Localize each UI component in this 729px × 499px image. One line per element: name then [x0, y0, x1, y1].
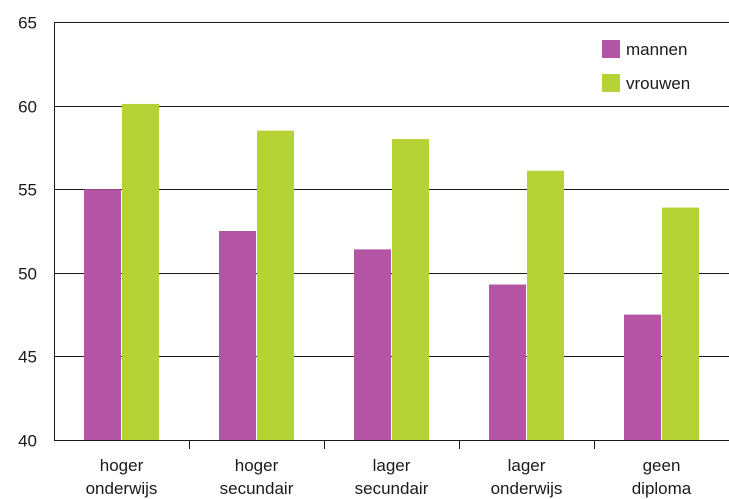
x-category-labels: hoger onderwijs hoger secundair lager secunda…: [86, 456, 692, 498]
bar-vrouwen-2: [392, 139, 429, 441]
bar-vrouwen-4: [662, 207, 699, 440]
y-tick-label: 65: [18, 14, 37, 33]
x-category-label: geen: [643, 456, 681, 475]
x-category-label: onderwijs: [86, 479, 158, 498]
y-tick-label: 55: [18, 181, 37, 200]
x-category-label: secundair: [220, 479, 294, 498]
x-category-label: onderwijs: [491, 479, 563, 498]
x-category-label: lager: [508, 456, 546, 475]
legend-swatch-vrouwen: [602, 74, 620, 92]
x-category-label: hoger: [235, 456, 279, 475]
y-tick-label: 40: [18, 432, 37, 451]
bar-vrouwen-3: [527, 170, 564, 441]
x-category-label: secundair: [355, 479, 429, 498]
legend-label-vrouwen: vrouwen: [626, 74, 690, 93]
x-category-label: lager: [373, 456, 411, 475]
y-tick-label: 50: [18, 265, 37, 284]
gridlines: [54, 22, 729, 357]
bar-mannen-0: [84, 189, 121, 440]
legend-label-mannen: mannen: [626, 40, 687, 59]
y-tick-labels: 40 45 50 55 60 65: [18, 14, 37, 451]
x-category-label: hoger: [100, 456, 144, 475]
y-tick-label: 60: [18, 98, 37, 117]
x-category-label: diploma: [632, 479, 692, 498]
bar-mannen-1: [219, 231, 256, 440]
bars: [84, 103, 699, 441]
bar-mannen-4: [624, 314, 661, 440]
legend-swatch-mannen: [602, 40, 620, 58]
bar-mannen-3: [489, 284, 526, 440]
bar-vrouwen-0: [122, 103, 159, 440]
legend: mannen vrouwen: [602, 40, 690, 93]
bar-mannen-2: [354, 249, 391, 440]
y-tick-label: 45: [18, 348, 37, 367]
bar-vrouwen-1: [257, 130, 294, 440]
axes: [54, 22, 729, 449]
